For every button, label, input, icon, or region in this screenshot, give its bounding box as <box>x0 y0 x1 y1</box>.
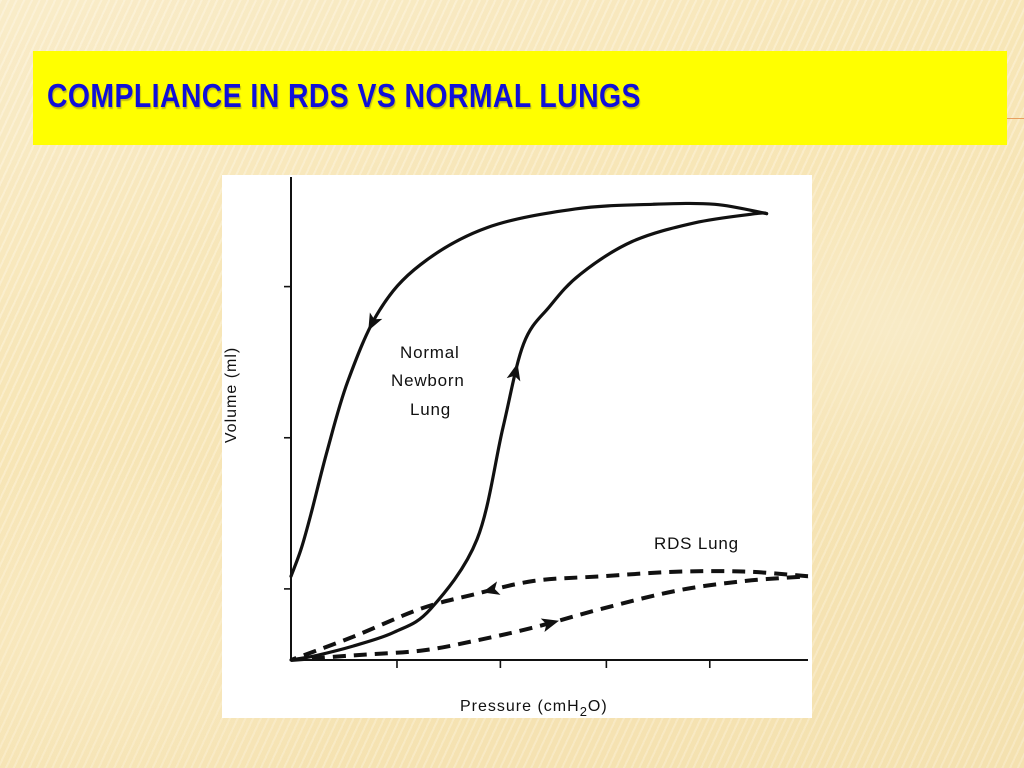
title-accent-line <box>1007 118 1024 119</box>
normal-newborn-deflation-arrow <box>368 312 383 331</box>
chart-arrows <box>368 312 559 632</box>
normal-newborn-deflation-line <box>289 201 769 578</box>
chart-figure: Volume (ml) Pressure (cmH2O) Normal Newborn… <box>222 175 812 718</box>
normal-newborn-inflation-line <box>289 211 769 662</box>
slide-title-bar: Compliance in RDS vs Normal lungs <box>33 51 1007 145</box>
rds-deflation-arrow <box>482 581 501 595</box>
rds-inflation-arrow <box>540 618 559 632</box>
rds-inflation-line <box>290 574 809 662</box>
rds-deflation-line <box>290 569 809 662</box>
normal-lung-label-line-2: Newborn <box>391 371 465 390</box>
normal-newborn-inflation-arrow <box>506 363 521 382</box>
chart-axes <box>284 177 808 668</box>
chart-series <box>289 201 809 662</box>
chart-labels: Volume (ml) Pressure (cmH2O) Normal Newborn… <box>223 343 739 718</box>
y-axis-label: Volume (ml) <box>223 347 240 443</box>
normal-lung-label-line-3: Lung <box>410 400 451 419</box>
normal-lung-label-line-1: Normal <box>400 343 460 362</box>
compliance-chart: Volume (ml) Pressure (cmH2O) Normal Newborn… <box>223 177 809 718</box>
slide-title: Compliance in RDS vs Normal lungs <box>47 77 641 114</box>
rds-lung-label: RDS Lung <box>654 534 739 553</box>
x-axis-label: Pressure (cmH2O) <box>460 698 608 718</box>
